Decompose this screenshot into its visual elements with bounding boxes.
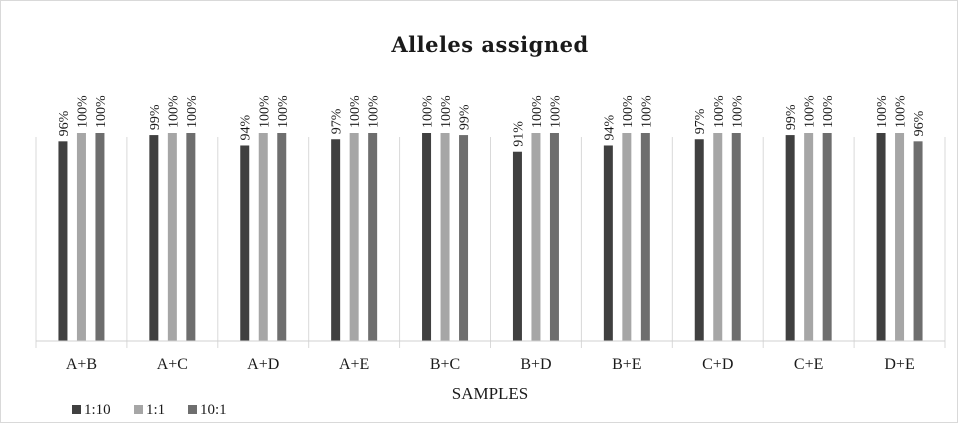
data-labels: 96% 100% 100% 99% 100% 100% 94% 100% 100% 97% 100%… [57,95,927,147]
bar [277,133,287,341]
bar [186,133,196,341]
bar [640,133,650,341]
category-label: D+E [884,356,914,373]
data-label: 99% [458,104,473,130]
bar [440,133,450,341]
data-label: 100% [94,95,109,128]
bar [422,133,432,341]
data-label: 96% [57,110,72,136]
data-label: 91% [511,121,526,147]
bar [731,133,741,341]
legend-label: 10:1 [200,402,227,418]
data-label: 100% [185,95,200,128]
data-label: 94% [602,114,617,140]
bar [149,135,159,341]
category-label: B+E [612,356,641,373]
legend-swatch [134,405,143,414]
data-label: 100% [166,95,181,128]
data-label: 100% [530,95,545,128]
category-label: A+E [339,356,369,373]
category-label: B+C [430,356,460,373]
data-label: 100% [421,95,436,128]
chart-title: Alleles assigned [390,32,588,57]
category-dividers [35,137,946,348]
bar [876,133,886,341]
category-label: B+D [520,356,551,373]
data-label: 100% [712,95,727,128]
x-axis-label: SAMPLES [452,384,529,403]
legend-label: 1:10 [84,402,111,418]
bar [368,133,378,341]
data-label: 94% [239,114,254,140]
data-label: 100% [730,95,745,128]
bar [713,133,723,341]
data-label: 100% [75,95,90,128]
data-label: 100% [367,95,382,128]
bar [603,145,613,341]
bar [622,133,632,341]
data-label: 100% [548,95,563,128]
category-label: A+B [66,356,97,373]
bar [512,151,522,341]
data-label: 100% [875,95,890,128]
bar [95,133,105,341]
bar [895,133,905,341]
bar [258,133,268,341]
data-label: 99% [784,104,799,130]
bar [240,145,250,341]
bar [459,135,469,341]
bars [58,133,923,341]
bar [349,133,359,341]
category-label: C+D [702,356,733,373]
data-label: 100% [257,95,272,128]
data-label: 100% [621,95,636,128]
bar [167,133,177,341]
data-label: 97% [330,108,345,134]
category-labels: A+B A+C A+D A+E B+C B+D B+E C+D C+E D+E [66,356,915,373]
bar [785,135,795,341]
category-label: A+C [157,356,188,373]
bar [76,133,86,341]
bar [549,133,559,341]
legend-swatch [188,405,197,414]
bar [913,141,923,341]
data-label: 99% [148,104,163,130]
legend-swatch [72,405,81,414]
data-label: 100% [439,95,454,128]
bar [531,133,541,341]
data-label: 100% [894,95,909,128]
data-label: 100% [348,95,363,128]
data-label: 97% [693,108,708,134]
bar [694,139,704,341]
data-label: 100% [639,95,654,128]
bar [822,133,832,341]
bar [331,139,341,341]
data-label: 100% [821,95,836,128]
bar [804,133,814,341]
legend: 1:10 1:1 10:1 [72,402,227,418]
category-label: A+D [247,356,279,373]
bar [58,141,68,341]
data-label: 100% [803,95,818,128]
data-label: 96% [912,110,927,136]
category-label: C+E [794,356,823,373]
data-label: 100% [276,95,291,128]
legend-label: 1:1 [146,402,165,418]
